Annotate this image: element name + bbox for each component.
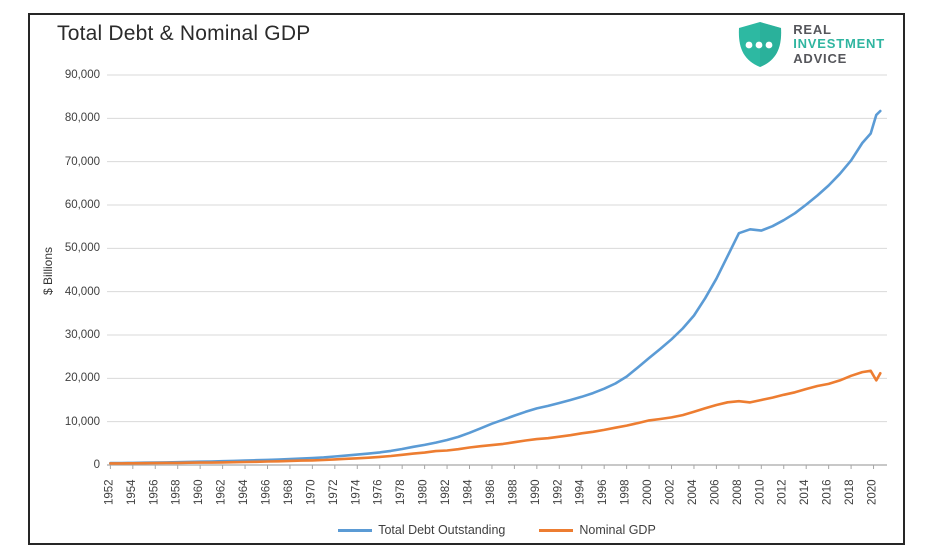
y-tick-label: 10,000 xyxy=(64,415,100,428)
x-tick-label: 1972 xyxy=(327,479,340,505)
x-tick-label: 2012 xyxy=(776,479,789,505)
x-tick-label: 1998 xyxy=(619,479,632,505)
legend-label-total-debt: Total Debt Outstanding xyxy=(378,523,506,537)
x-tick-label: 1952 xyxy=(103,479,116,505)
x-tick-label: 1982 xyxy=(440,479,453,505)
logo-word-real: REAL xyxy=(793,21,832,37)
legend-swatch-orange-line xyxy=(539,528,574,532)
y-tick-label: 50,000 xyxy=(64,242,100,255)
legend-item-total-debt: Total Debt Outstanding xyxy=(338,523,505,537)
y-tick-label: 90,000 xyxy=(64,69,100,81)
y-tick-label: 30,000 xyxy=(64,329,100,341)
x-tick-label: 2014 xyxy=(799,479,812,505)
x-tick-label: 2000 xyxy=(642,479,655,505)
y-tick-label: 20,000 xyxy=(64,372,100,385)
x-tick-label: 2004 xyxy=(686,479,699,505)
y-tick-label: 60,000 xyxy=(64,199,100,211)
chart-legend: Total Debt Outstanding Nominal GDP xyxy=(107,520,887,540)
x-tick-label: 1970 xyxy=(305,479,318,505)
x-tick-label: 2002 xyxy=(664,479,677,505)
legend-item-nominal-gdp: Nominal GDP xyxy=(539,523,656,537)
x-tick-label: 1962 xyxy=(215,479,228,505)
x-tick-label: 2008 xyxy=(731,479,744,505)
x-tick-label: 1956 xyxy=(148,479,161,505)
x-tick-label: 1958 xyxy=(170,479,183,505)
shield-icon xyxy=(735,20,785,69)
x-tick-label: 1988 xyxy=(507,479,520,505)
x-tick-label: 2006 xyxy=(709,479,722,505)
x-tick-label: 1992 xyxy=(552,479,565,505)
x-tick-label: 1996 xyxy=(597,479,610,505)
y-tick-label: 70,000 xyxy=(64,155,100,168)
x-tick-label: 1968 xyxy=(282,479,295,505)
real-investment-advice-logo: REAL INVESTMENT ADVICE xyxy=(735,20,885,69)
x-tick-label: 1966 xyxy=(260,479,273,505)
x-tick-label: 1994 xyxy=(574,479,587,505)
x-tick-label: 1984 xyxy=(462,479,475,505)
x-tick-label: 1976 xyxy=(372,479,385,505)
x-tick-label: 2020 xyxy=(866,479,879,505)
y-tick-label: 80,000 xyxy=(64,112,100,125)
legend-swatch-blue-line xyxy=(338,528,373,532)
y-tick-label: 40,000 xyxy=(64,285,100,298)
x-tick-label: 1954 xyxy=(125,479,138,505)
x-tick-label: 2016 xyxy=(821,479,834,505)
x-tick-label: 1980 xyxy=(417,479,430,505)
x-tick-label: 1960 xyxy=(193,479,206,505)
chart-frame: Total Debt & Nominal GDP REAL INVESTMENT… xyxy=(28,13,905,545)
plot-area xyxy=(107,74,887,469)
chart-canvas xyxy=(107,74,887,469)
logo-word-investment: INVESTMENT xyxy=(793,36,885,52)
x-tick-label: 1990 xyxy=(529,479,542,505)
x-tick-label: 1986 xyxy=(484,479,497,505)
x-tick-label: 1964 xyxy=(238,479,251,505)
logo-word-advice: ADVICE xyxy=(793,50,848,66)
x-tick-label: 2010 xyxy=(754,479,767,505)
legend-label-nominal-gdp: Nominal GDP xyxy=(579,523,656,537)
logo-wordmark: REAL INVESTMENT ADVICE xyxy=(793,21,885,67)
x-tick-label: 1974 xyxy=(350,479,363,505)
x-tick-label: 2018 xyxy=(844,479,857,505)
chart-title: Total Debt & Nominal GDP xyxy=(57,22,311,45)
y-tick-label: 0 xyxy=(93,459,100,471)
x-tick-label: 1978 xyxy=(395,479,408,505)
